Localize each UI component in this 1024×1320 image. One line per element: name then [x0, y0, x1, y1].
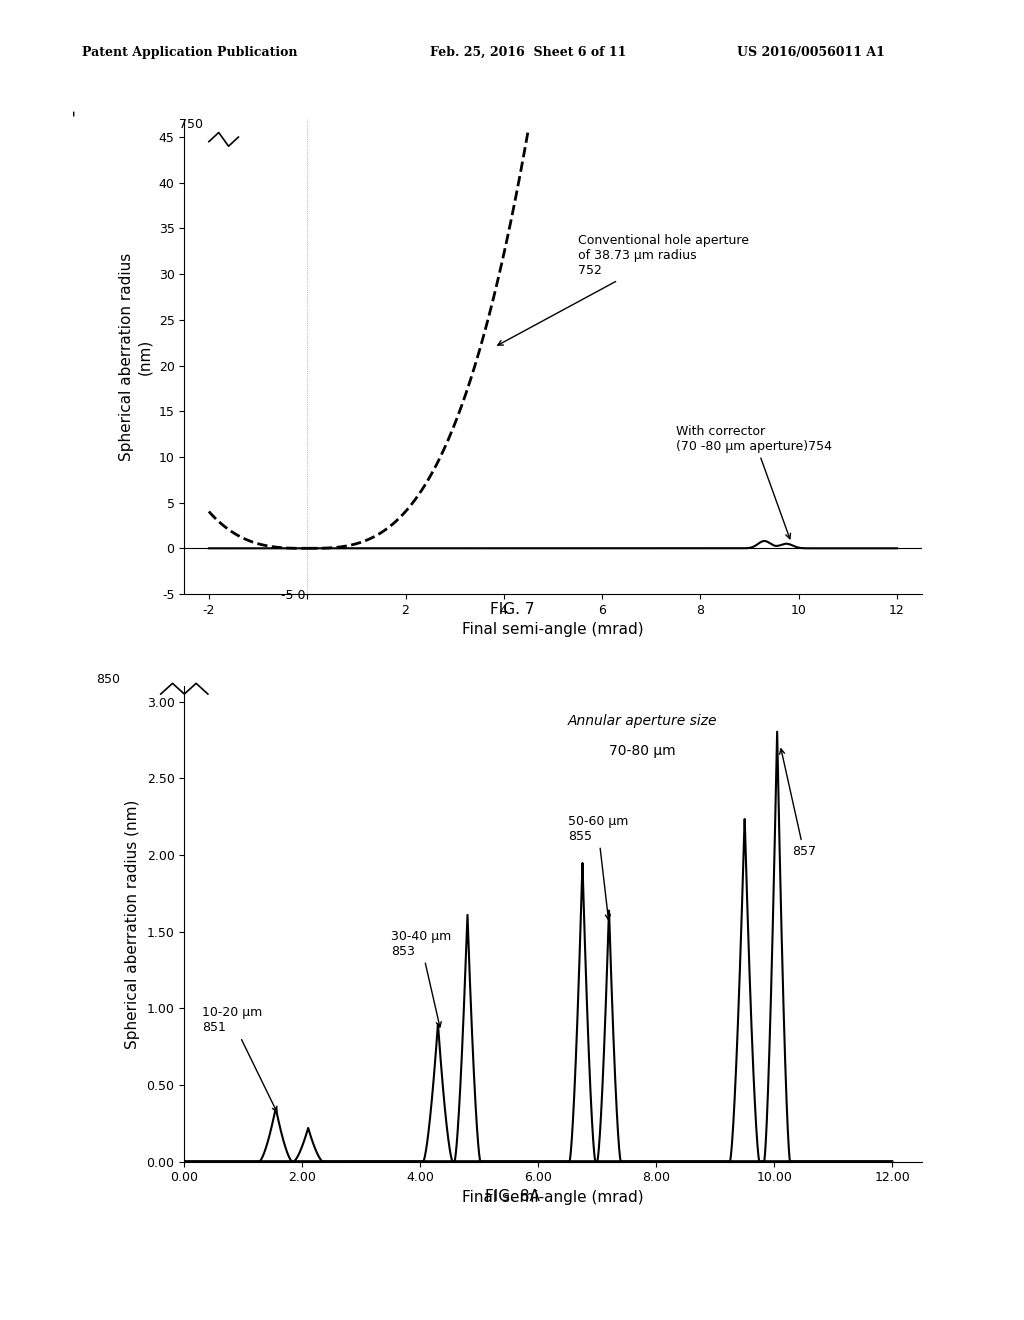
Text: Patent Application Publication: Patent Application Publication: [82, 46, 297, 59]
Text: -5 0: -5 0: [282, 589, 306, 602]
Text: 850: 850: [96, 673, 120, 686]
Text: With corrector
(70 -80 μm aperture)754: With corrector (70 -80 μm aperture)754: [676, 425, 831, 539]
Text: Conventional hole aperture
of 38.73 μm radius
752: Conventional hole aperture of 38.73 μm r…: [498, 235, 749, 346]
Text: 50-60 μm
855: 50-60 μm 855: [567, 814, 628, 920]
Text: Annular aperture size: Annular aperture size: [567, 714, 717, 727]
Y-axis label: Spherical aberration radius
(nm): Spherical aberration radius (nm): [120, 252, 152, 461]
Text: FIG. 7: FIG. 7: [489, 602, 535, 616]
X-axis label: Final semi-angle (mrad): Final semi-angle (mrad): [462, 1189, 644, 1205]
X-axis label: Final semi-angle (mrad): Final semi-angle (mrad): [462, 622, 644, 638]
Text: 70-80 μm: 70-80 μm: [609, 744, 676, 759]
Text: 10-20 μm
851: 10-20 μm 851: [202, 1006, 276, 1111]
Text: Feb. 25, 2016  Sheet 6 of 11: Feb. 25, 2016 Sheet 6 of 11: [430, 46, 627, 59]
Y-axis label: Spherical aberration radius (nm): Spherical aberration radius (nm): [125, 800, 139, 1048]
Text: 30-40 μm
853: 30-40 μm 853: [391, 929, 451, 1027]
Text: 750: 750: [179, 117, 204, 131]
Text: FIG. 8A: FIG. 8A: [484, 1189, 540, 1204]
Text: 857: 857: [779, 748, 816, 858]
Text: US 2016/0056011 A1: US 2016/0056011 A1: [737, 46, 885, 59]
